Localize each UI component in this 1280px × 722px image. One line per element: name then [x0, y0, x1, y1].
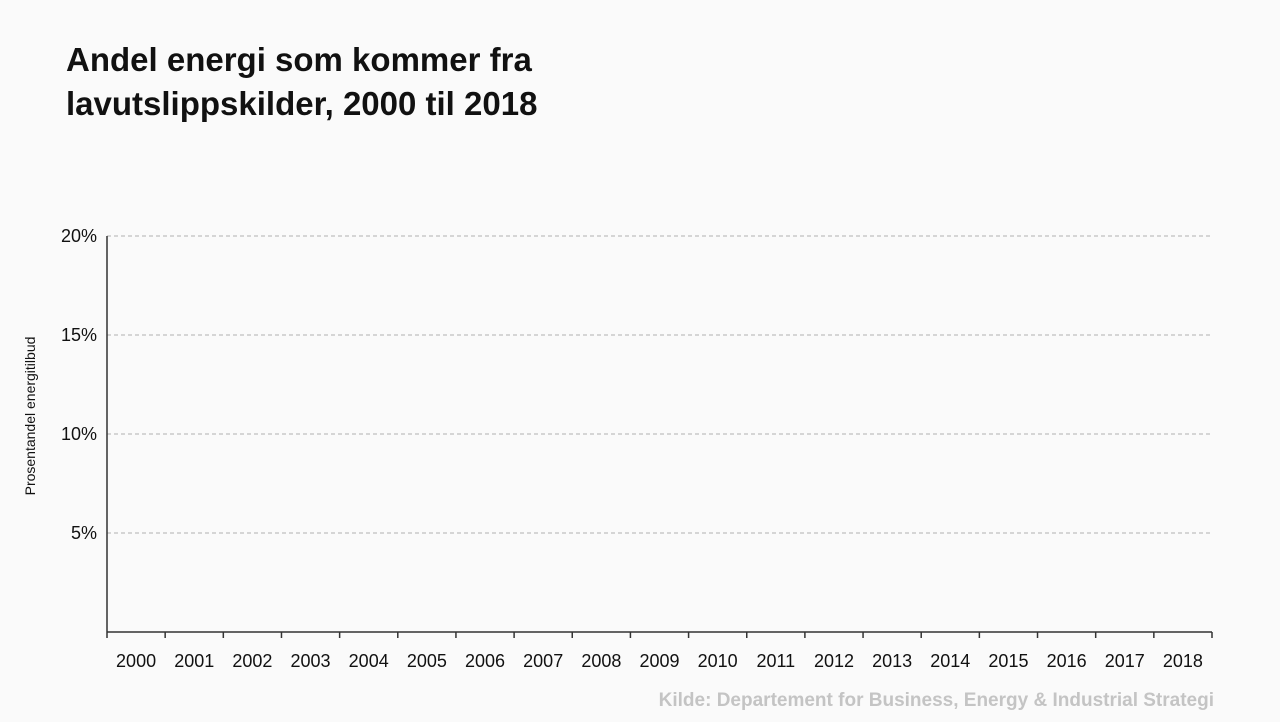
x-tick-label: 2014 — [930, 651, 970, 671]
x-tick-label: 2010 — [698, 651, 738, 671]
x-tick-labels: 2000 2001 2002 2003 2004 2005 2006 2007 2008 2009… — [116, 651, 1203, 671]
y-tick-label: 15% — [61, 325, 97, 345]
x-tick-label: 2015 — [988, 651, 1028, 671]
x-tick-label: 2004 — [349, 651, 389, 671]
axes — [106, 236, 1213, 638]
chart-title-line-1: Andel energi som kommer fra — [66, 41, 532, 78]
x-tick-label: 2009 — [639, 651, 679, 671]
y-tick-labels: 5% 10% 15% 20% — [61, 226, 97, 543]
x-tick-label: 2006 — [465, 651, 505, 671]
y-tick-label: 5% — [71, 523, 97, 543]
y-tick-label: 20% — [61, 226, 97, 246]
x-tick-label: 2002 — [232, 651, 272, 671]
x-tick-label: 2007 — [523, 651, 563, 671]
x-tick-label: 2003 — [291, 651, 331, 671]
x-tick-label: 2001 — [174, 651, 214, 671]
grid-lines — [107, 235, 1212, 534]
x-tick-label: 2017 — [1105, 651, 1145, 671]
x-tick-label: 2012 — [814, 651, 854, 671]
x-tick-label: 2000 — [116, 651, 156, 671]
chart-title-line-2: lavutslippskilder, 2000 til 2018 — [66, 85, 538, 122]
x-tick-label: 2013 — [872, 651, 912, 671]
x-tick-label: 2018 — [1163, 651, 1203, 671]
x-tick-label: 2016 — [1047, 651, 1087, 671]
x-tick-label: 2008 — [581, 651, 621, 671]
source-note: Kilde: Departement for Business, Energy … — [658, 690, 1214, 711]
x-tick-label: 2011 — [756, 651, 795, 671]
x-tick-label: 2005 — [407, 651, 447, 671]
y-tick-label: 10% — [61, 424, 97, 444]
chart-title: Andel energi som kommer fra lavutslippsk… — [66, 38, 766, 126]
